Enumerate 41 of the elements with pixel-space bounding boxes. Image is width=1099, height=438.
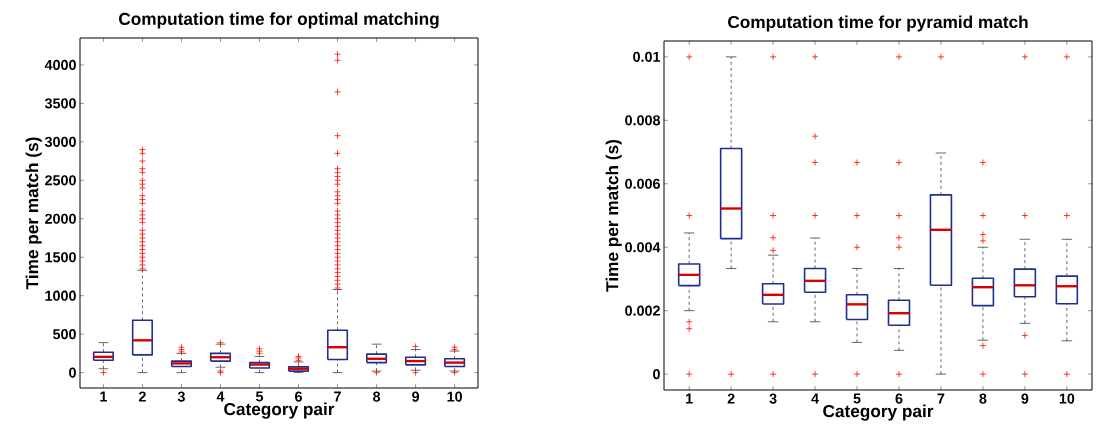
y-tick-label: 1500 (45, 252, 76, 263)
y-axis-title: Time per match (s) (605, 140, 622, 292)
x-tick-label: 7 (937, 393, 945, 404)
x-axis-title: Category pair (224, 402, 335, 419)
x-tick-label: 3 (769, 393, 777, 404)
chart-title: Computation time for optimal matching (119, 12, 439, 29)
x-tick-label: 4 (811, 393, 819, 404)
y-tick-label: 2500 (45, 175, 76, 186)
x-axis-title: Category pair (823, 404, 934, 421)
x-tick-label: 1 (100, 391, 107, 402)
x-tick-label: 8 (373, 391, 381, 402)
y-tick-label: 0.002 (625, 305, 660, 316)
x-tick-label: 8 (979, 393, 987, 404)
x-tick-label: 10 (1059, 393, 1075, 404)
y-tick-label: 0 (69, 367, 76, 378)
y-tick-label: 0.008 (625, 115, 661, 126)
y-tick-label: 0.006 (625, 178, 660, 189)
x-tick-label: 10 (447, 391, 462, 402)
y-tick-label: 1000 (45, 290, 76, 301)
y-tick-label: 0.01 (633, 51, 661, 62)
y-tick-label: 4000 (44, 59, 76, 70)
y-tick-label: 2000 (45, 213, 76, 224)
x-tick-label: 6 (295, 391, 302, 402)
x-tick-label: 4 (216, 391, 225, 402)
y-tick-label: 0.004 (625, 242, 661, 253)
x-tick-label: 9 (1021, 393, 1029, 404)
x-tick-label: 1 (686, 393, 693, 404)
y-tick-label: 500 (52, 329, 76, 340)
x-tick-label: 9 (412, 391, 420, 402)
y-axis-title: Time per match (s) (25, 137, 42, 290)
x-tick-label: 5 (255, 391, 264, 402)
x-tick-label: 6 (895, 393, 903, 404)
y-tick-label: 0 (653, 369, 660, 380)
y-tick-label: 3000 (44, 136, 76, 147)
chart-title: Computation time for pyramid match (728, 15, 1028, 32)
y-tick-label: 3500 (44, 98, 76, 109)
x-tick-label: 7 (334, 391, 341, 402)
x-tick-label: 3 (177, 391, 185, 402)
x-tick-label: 2 (138, 391, 146, 402)
x-tick-label: 2 (727, 393, 735, 404)
x-tick-label: 5 (853, 393, 861, 404)
